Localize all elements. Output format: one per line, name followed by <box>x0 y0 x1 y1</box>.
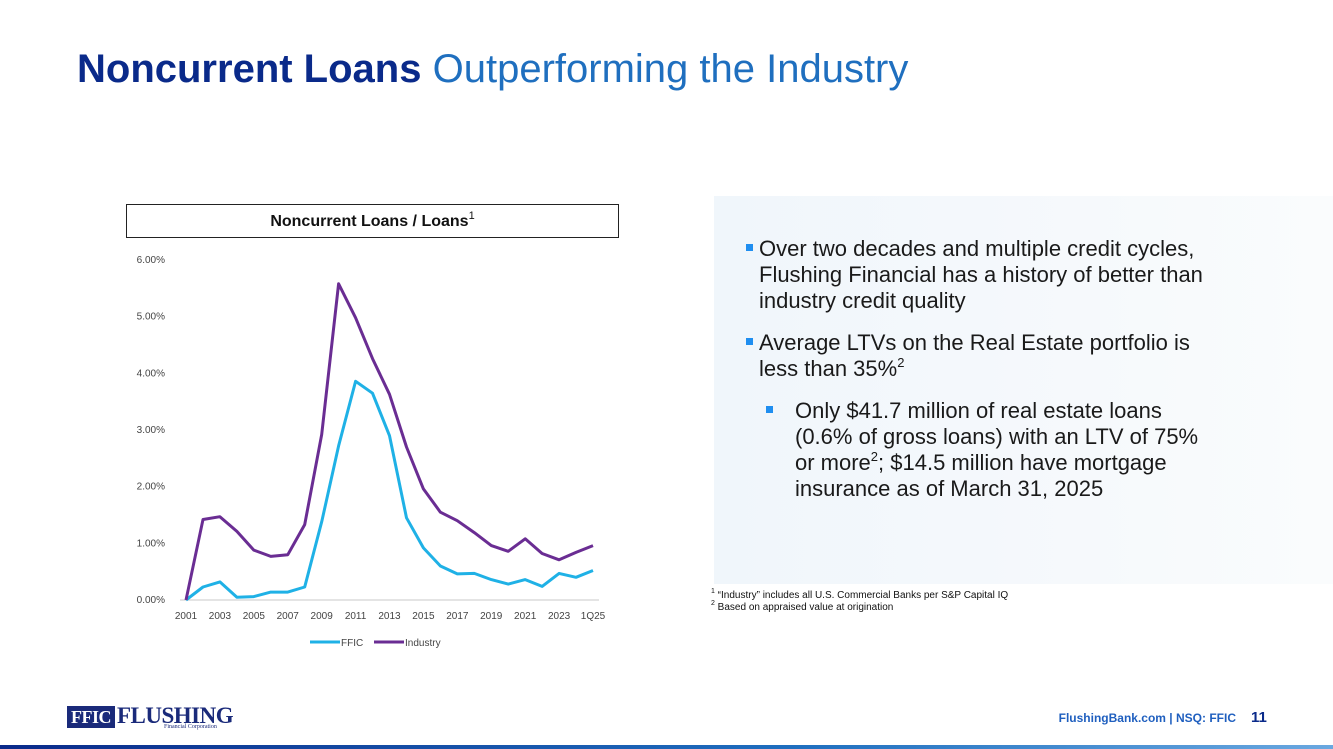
legend-label: FFIC <box>341 638 363 649</box>
x-tick-label: 1Q25 <box>581 611 606 622</box>
sub-bullet-item: Only $41.7 million of real estate loans … <box>744 398 1204 502</box>
x-tick-label: 2013 <box>378 611 401 622</box>
bullet-item: Average LTVs on the Real Estate portfoli… <box>744 330 1204 382</box>
footnote-ref: 2 <box>870 448 879 464</box>
bullet-text: Average LTVs on the Real Estate portfoli… <box>759 330 1190 381</box>
y-tick-label: 4.00% <box>137 368 165 379</box>
chart-title: Noncurrent Loans / Loans1 <box>126 204 619 238</box>
x-tick-label: 2015 <box>412 611 435 622</box>
page-title: Noncurrent Loans Outperforming the Indus… <box>77 46 977 92</box>
chart-title-text: Noncurrent Loans / Loans <box>270 213 469 230</box>
bullet-square-icon <box>746 244 753 251</box>
y-tick-label: 0.00% <box>137 595 165 606</box>
footnote-2: 2 Based on appraised value at originatio… <box>711 599 1008 614</box>
y-tick-label: 6.00% <box>137 255 165 266</box>
x-tick-label: 2019 <box>480 611 503 622</box>
sub-bullet-text-b: ; $14.5 million have mortgage insurance … <box>795 450 1167 501</box>
footnote-ref: 2 <box>897 354 905 370</box>
title-rest: Outperforming the Industry <box>421 47 909 91</box>
x-tick-label: 2011 <box>345 611 367 622</box>
x-tick-label: 2023 <box>548 611 571 622</box>
footnote-number: 1 <box>711 587 715 595</box>
y-tick-label: 2.00% <box>137 482 165 493</box>
x-tick-label: 2021 <box>514 611 537 622</box>
y-tick-label: 3.00% <box>137 425 165 436</box>
x-tick-label: 2005 <box>243 611 266 622</box>
y-tick-label: 1.00% <box>137 538 165 549</box>
logo-subtitle: Financial Corporation <box>164 724 217 730</box>
title-bold: Noncurrent Loans <box>77 47 422 91</box>
chart-title-footnote: 1 <box>468 209 475 222</box>
x-tick-label: 2009 <box>311 611 334 622</box>
logo-ticker: FFIC <box>67 706 115 728</box>
series-line-industry <box>184 282 594 601</box>
footer-text: FlushingBank.com | NSQ: FFIC <box>1058 711 1236 725</box>
bullet-list: Over two decades and multiple credit cyc… <box>744 236 1204 518</box>
x-tick-label: 2017 <box>446 611 469 622</box>
footnote-text: “Industry” includes all U.S. Commercial … <box>714 590 1009 601</box>
x-tick-label: 2007 <box>277 611 300 622</box>
footnote-1: 1 “Industry” includes all U.S. Commercia… <box>711 587 1009 602</box>
bullet-item: Over two decades and multiple credit cyc… <box>744 236 1204 314</box>
footnote-text: Based on appraised value at origination <box>714 602 894 613</box>
bullet-square-icon <box>746 338 753 345</box>
footnote-number: 2 <box>711 599 715 607</box>
page-number: 11 <box>1251 709 1267 726</box>
bullet-panel <box>714 196 1333 584</box>
line-chart: 0.00% 1.00% 2.00% 3.00% 4.00% 5.00% 6.00% 2001 2… <box>137 255 606 649</box>
sub-bullet-text-a: Only $41.7 million of real estate loans … <box>795 398 1199 475</box>
x-tick-label: 2001 <box>175 611 198 622</box>
series-line-ffic <box>185 379 594 602</box>
bullet-text: Over two decades and multiple credit cyc… <box>759 236 1203 313</box>
legend-label: Industry <box>405 638 441 649</box>
logo-name: FLUSHING <box>117 703 234 728</box>
x-tick-label: 2003 <box>209 611 232 622</box>
footnotes: 1 “Industry” includes all U.S. Commercia… <box>711 587 1009 614</box>
bullet-square-icon <box>766 406 773 413</box>
y-tick-label: 5.00% <box>137 312 165 323</box>
bottom-bar <box>0 745 1333 749</box>
